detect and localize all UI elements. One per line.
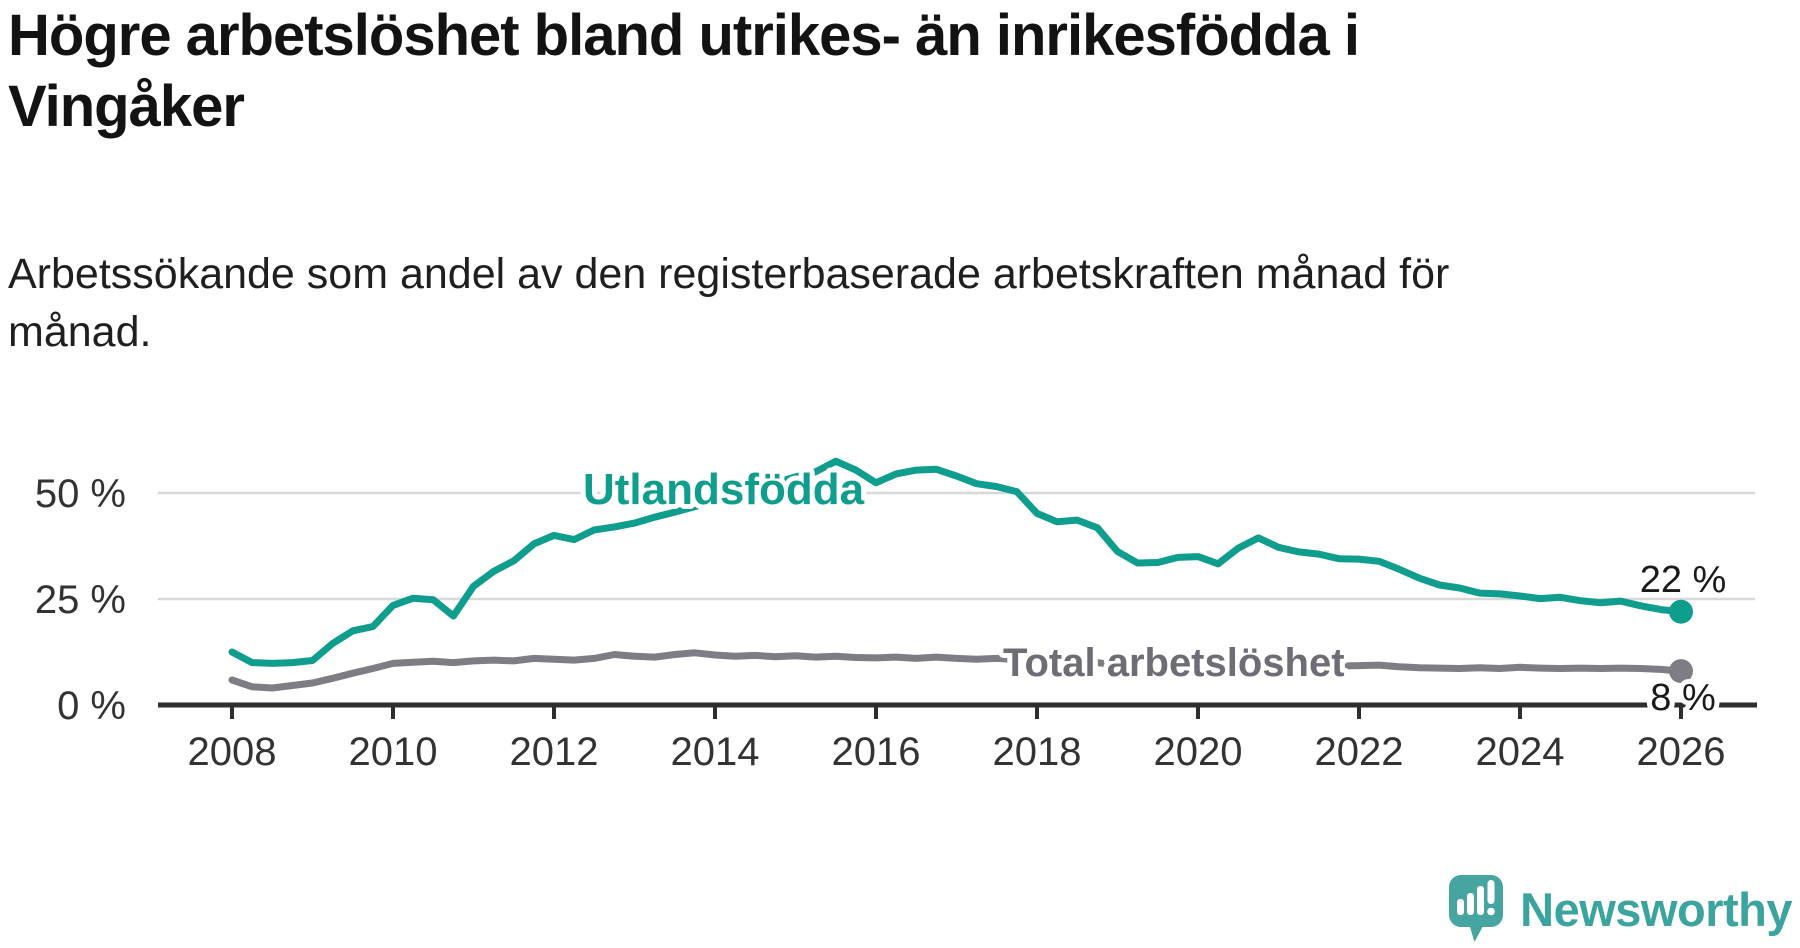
end-value-label: 8 % xyxy=(1650,677,1715,719)
newsworthy-logo-icon xyxy=(1449,875,1504,942)
y-tick-label: 25 % xyxy=(35,578,126,622)
x-tick-label: 2008 xyxy=(188,730,277,774)
series-line-total xyxy=(228,649,1685,692)
series-label: Total arbetslöshet xyxy=(1003,641,1345,685)
exclamation-dot xyxy=(1487,907,1495,916)
end-value-label: 22 % xyxy=(1640,559,1727,601)
series-line-utlandsfodda xyxy=(228,457,1685,667)
x-tick-label: 2014 xyxy=(671,730,760,774)
x-tick-label: 2012 xyxy=(510,730,599,774)
x-tick-label: 2022 xyxy=(1315,730,1404,774)
x-tick-label: 2016 xyxy=(832,730,921,774)
exclamation-bar xyxy=(1487,880,1495,904)
x-tick-label: 2020 xyxy=(1154,730,1243,774)
series-label: Utlandsfödda xyxy=(583,465,865,514)
x-tick-label: 2018 xyxy=(993,730,1082,774)
y-tick-label: 50 % xyxy=(35,472,126,516)
bar-tall xyxy=(1477,886,1485,915)
series-end-dot xyxy=(1669,599,1693,624)
newsworthy-wordmark: Newsworthy xyxy=(1520,882,1792,936)
y-tick-label: 0 % xyxy=(57,684,126,728)
x-tick-label: 2010 xyxy=(349,730,438,774)
chart-subtitle: Arbetssökande som andel av den registerb… xyxy=(8,250,1450,356)
bar-medium xyxy=(1467,893,1475,915)
newsworthy-logo: Newsworthy xyxy=(1448,874,1792,944)
bar-short xyxy=(1457,899,1465,915)
x-tick-label: 2026 xyxy=(1637,730,1726,774)
chart-title: Högre arbetslöshet bland utrikes- än inr… xyxy=(8,3,1360,139)
x-tick-label: 2024 xyxy=(1476,730,1565,774)
series-end-dot xyxy=(1669,659,1693,684)
